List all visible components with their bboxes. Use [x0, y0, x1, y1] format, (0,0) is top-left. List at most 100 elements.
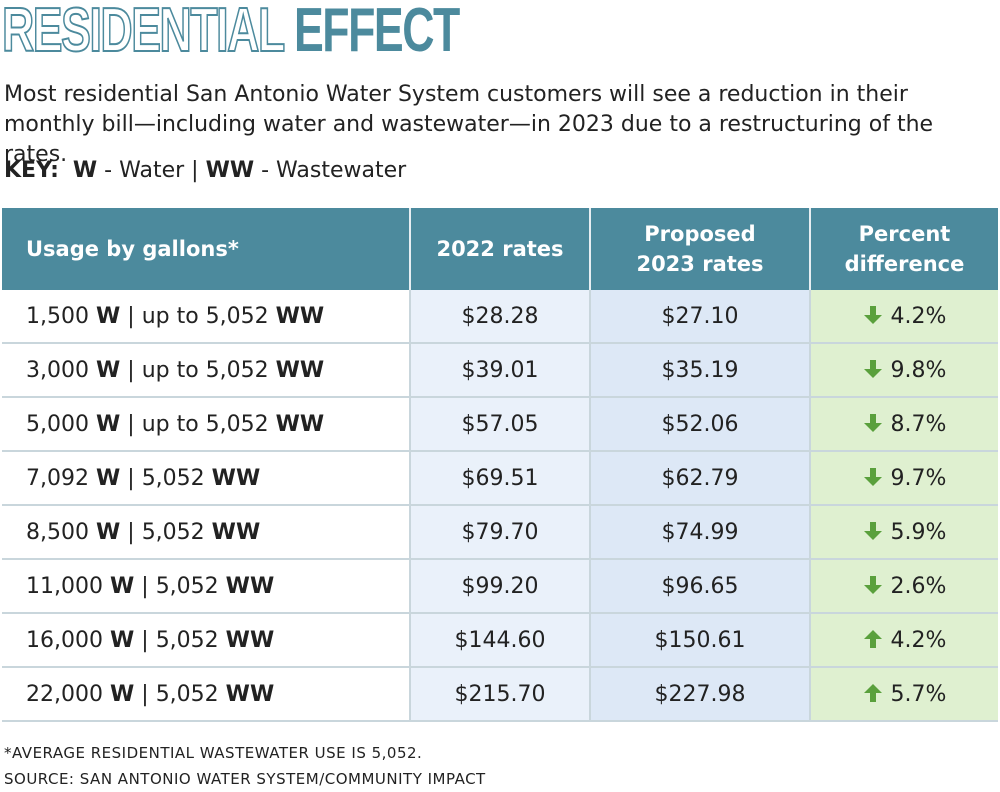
water-gallons: 7,092: [26, 465, 89, 491]
arrow-down-icon: [863, 575, 882, 594]
usage-separator: |: [141, 681, 149, 707]
rate-2023-cell: $35.19: [590, 343, 811, 398]
key-wastewater-text: - Wastewater: [254, 158, 407, 183]
wastewater-code: WW: [275, 303, 325, 329]
footnote-average: *AVERAGE RESIDENTIAL WASTEWATER USE IS 5…: [4, 744, 423, 762]
wastewater-gallons: 5,052: [205, 357, 269, 383]
rate-2022-cell: $99.20: [410, 559, 591, 614]
arrow-up-icon: [863, 683, 882, 702]
header-usage: Usage by gallons*: [2, 208, 411, 290]
table-row: 8,500 W | 5,052 WW $79.70 $74.99 5.9%: [2, 505, 998, 560]
key-wastewater-code: WW: [205, 158, 255, 183]
usage-cell: 7,092 W | 5,052 WW: [2, 451, 411, 506]
percent-cell: 5.9%: [810, 505, 998, 560]
arrow-up-icon: [863, 629, 882, 648]
title-solid-word: EFFECT: [293, 0, 460, 65]
header-percent-label: Percent difference: [844, 222, 965, 276]
wastewater-code: WW: [225, 573, 275, 599]
percent-value: 9.8%: [890, 357, 947, 383]
water-gallons: 16,000: [26, 627, 103, 653]
water-code: W: [95, 303, 121, 329]
usage-separator: |: [127, 465, 135, 491]
footnote-source: SOURCE: SAN ANTONIO WATER SYSTEM/COMMUNI…: [4, 770, 486, 788]
arrow-down-icon: [863, 359, 882, 378]
water-gallons: 3,000: [26, 357, 89, 383]
header-2022-rates: 2022 rates: [410, 208, 591, 290]
wastewater-gallons: 5,052: [155, 627, 219, 653]
wastewater-code: WW: [211, 519, 261, 545]
table-row: 7,092 W | 5,052 WW $69.51 $62.79 9.7%: [2, 451, 998, 506]
arrow-down-icon: [863, 305, 882, 324]
arrow-down-icon: [863, 467, 882, 486]
header-percent-difference: Percent difference: [810, 208, 998, 290]
percent-cell: 9.7%: [810, 451, 998, 506]
rate-2022-cell: $28.28: [410, 290, 591, 344]
table-row: 3,000 W | up to 5,052 WW $39.01 $35.19 9.8%: [2, 343, 998, 398]
key-water-code: W: [72, 158, 98, 183]
usage-cell: 3,000 W | up to 5,052 WW: [2, 343, 411, 398]
rate-2023-cell: $150.61: [590, 613, 811, 668]
water-gallons: 22,000: [26, 681, 103, 707]
percent-value: 5.9%: [890, 519, 947, 545]
percent-cell: 2.6%: [810, 559, 998, 614]
rate-2023-cell: $74.99: [590, 505, 811, 560]
usage-cell: 8,500 W | 5,052 WW: [2, 505, 411, 560]
usage-separator: |: [127, 357, 135, 383]
percent-cell: 5.7%: [810, 667, 998, 722]
wastewater-gallons: 5,052: [205, 411, 269, 437]
usage-separator: |: [127, 519, 135, 545]
water-code: W: [109, 681, 135, 707]
percent-value: 5.7%: [890, 681, 947, 707]
table-row: 5,000 W | up to 5,052 WW $57.05 $52.06 8.7%: [2, 397, 998, 452]
chart-subtitle: Most residential San Antonio Water Syste…: [4, 82, 934, 167]
wastewater-code: WW: [275, 411, 325, 437]
rate-2023-cell: $27.10: [590, 290, 811, 344]
water-code: W: [95, 411, 121, 437]
percent-value: 2.6%: [890, 573, 947, 599]
usage-separator: |: [141, 627, 149, 653]
header-2023-rates-label: Proposed 2023 rates: [636, 222, 764, 276]
wastewater-code: WW: [211, 465, 261, 491]
table-row: 1,500 W | up to 5,052 WW $28.28 $27.10 4.2%: [2, 290, 998, 344]
water-gallons: 11,000: [26, 573, 103, 599]
water-gallons: 1,500: [26, 303, 89, 329]
rate-2022-cell: $39.01: [410, 343, 591, 398]
percent-cell: 8.7%: [810, 397, 998, 452]
percent-value: 4.2%: [890, 627, 947, 653]
wastewater-code: WW: [225, 627, 275, 653]
table-body: 1,500 W | up to 5,052 WW $28.28 $27.10 4.2%…: [2, 290, 998, 722]
usage-cell: 1,500 W | up to 5,052 WW: [2, 290, 411, 344]
rate-2022-cell: $144.60: [410, 613, 591, 668]
wastewater-prefix: up to: [141, 303, 206, 329]
percent-value: 4.2%: [890, 303, 947, 329]
percent-cell: 9.8%: [810, 343, 998, 398]
rate-2023-cell: $62.79: [590, 451, 811, 506]
usage-cell: 22,000 W | 5,052 WW: [2, 667, 411, 722]
table-row: 16,000 W | 5,052 WW $144.60 $150.61 4.2%: [2, 613, 998, 668]
wastewater-gallons: 5,052: [141, 519, 205, 545]
water-code: W: [109, 627, 135, 653]
chart-title: RESIDENTIAL EFFECT: [1, 0, 460, 66]
title-outline-word: RESIDENTIAL: [1, 0, 285, 66]
rate-2022-cell: $79.70: [410, 505, 591, 560]
table-header-row: Usage by gallons* 2022 rates Proposed 20…: [2, 208, 998, 290]
usage-cell: 11,000 W | 5,052 WW: [2, 559, 411, 614]
key-water-text: - Water: [97, 158, 192, 183]
percent-cell: 4.2%: [810, 290, 998, 344]
water-gallons: 5,000: [26, 411, 89, 437]
wastewater-gallons: 5,052: [141, 465, 205, 491]
water-code: W: [95, 465, 121, 491]
rate-2022-cell: $215.70: [410, 667, 591, 722]
usage-separator: |: [127, 411, 135, 437]
key-separator: |: [191, 158, 199, 183]
usage-separator: |: [127, 303, 135, 329]
water-code: W: [109, 573, 135, 599]
wastewater-code: WW: [275, 357, 325, 383]
footnotes: *AVERAGE RESIDENTIAL WASTEWATER USE IS 5…: [4, 740, 486, 792]
percent-value: 9.7%: [890, 465, 947, 491]
wastewater-code: WW: [225, 681, 275, 707]
arrow-down-icon: [863, 413, 882, 432]
table-row: 22,000 W | 5,052 WW $215.70 $227.98 5.7%: [2, 667, 998, 722]
percent-cell: 4.2%: [810, 613, 998, 668]
rate-2022-cell: $69.51: [410, 451, 591, 506]
